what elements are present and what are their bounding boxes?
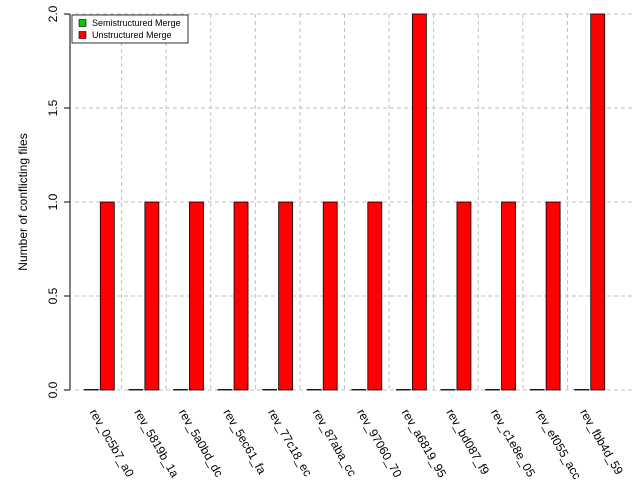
- bar-unstructured: [367, 201, 383, 391]
- bar-semistructured: [217, 389, 233, 391]
- legend-swatch-unstructured: [78, 31, 87, 39]
- bar-semistructured: [574, 389, 590, 391]
- x-tick-label: rev_bd087_f9: [443, 407, 492, 478]
- legend-swatch-semistructured: [78, 19, 87, 27]
- bar-semistructured: [395, 389, 411, 391]
- y-tick-label: 1.0: [46, 193, 60, 210]
- bar-semistructured: [83, 389, 99, 391]
- bar-semistructured: [529, 389, 545, 391]
- bar-semistructured: [440, 389, 456, 391]
- x-tick-label: rev_c1e8e_05: [488, 407, 538, 480]
- x-tick-label: rev_a6819_95: [399, 407, 450, 480]
- bar-unstructured: [144, 201, 160, 391]
- y-tick-label: 0.5: [46, 287, 60, 304]
- bar-semistructured: [351, 389, 367, 391]
- x-tick-label: rev_ef055_acc: [533, 407, 584, 480]
- bar-unstructured: [456, 201, 472, 391]
- y-tick-label: 0.0: [46, 381, 60, 398]
- bar-semistructured: [485, 389, 500, 391]
- bar-semistructured: [173, 389, 188, 391]
- y-axis-label: Number of conflicting files: [16, 133, 30, 270]
- y-tick-label: 2.0: [46, 5, 60, 22]
- bar-unstructured: [278, 201, 294, 391]
- bar-unstructured: [189, 201, 204, 391]
- bar-semistructured: [128, 389, 144, 391]
- bar-unstructured: [411, 13, 427, 391]
- x-tick-label: rev_fbb4d_59: [577, 407, 626, 478]
- x-tick-label: rev_97060_70: [354, 407, 405, 480]
- y-tick-label: 1.5: [46, 99, 60, 116]
- legend-label-unstructured: Unstructured Merge: [92, 30, 172, 40]
- x-tick-label: rev_5ec61_fa: [220, 407, 269, 477]
- bar-unstructured: [99, 201, 115, 391]
- x-tick-label: rev_5819b_1a: [131, 407, 182, 480]
- bars: [83, 13, 606, 391]
- x-tick-label: rev_87aba_cc: [310, 407, 360, 479]
- legend: Semistructured Merge Unstructured Merge: [71, 14, 189, 44]
- bar-semistructured: [306, 389, 322, 391]
- bar-unstructured: [590, 13, 606, 391]
- legend-box: [71, 14, 189, 44]
- bar-unstructured: [233, 201, 249, 391]
- bar-semistructured: [262, 389, 278, 391]
- bar-unstructured: [501, 201, 516, 391]
- x-tick-label: rev_77c18_ec: [265, 407, 315, 479]
- bar-unstructured: [545, 201, 561, 391]
- x-tick-label: rev_5a0bd_dc: [176, 407, 226, 480]
- bar-unstructured: [322, 201, 338, 391]
- x-tick-label: rev_0c5b7_a0: [87, 407, 137, 480]
- legend-label-semistructured: Semistructured Merge: [92, 18, 181, 28]
